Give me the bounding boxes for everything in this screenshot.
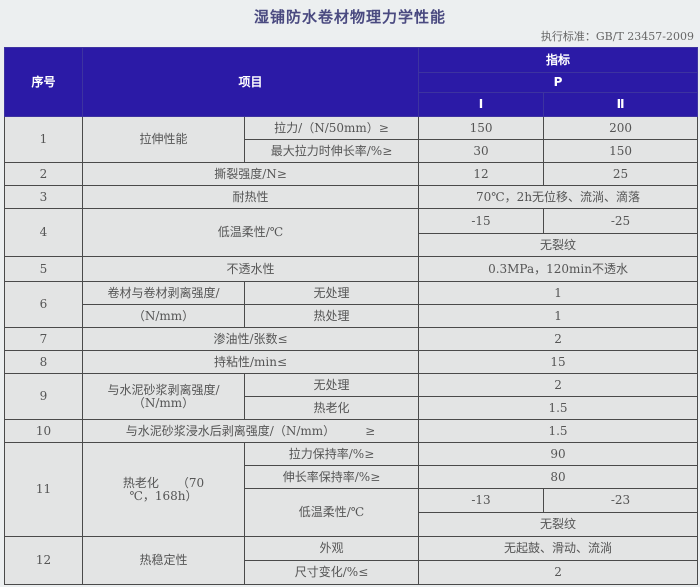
table-row: 尺寸变化/%≤ 2 [5, 560, 699, 585]
table-row: 无裂纹 [5, 233, 699, 257]
table-row: 低温柔性/℃ -13 -23 [5, 488, 699, 537]
value: 1.5 [418, 396, 699, 420]
value-ii: 150 [543, 139, 699, 163]
value-ii: -23 [543, 488, 699, 513]
row-item: 渗油性/张数≤ [81, 327, 420, 351]
row-sub: 最大拉力时伸长率/%≥ [243, 139, 420, 163]
value: 无起鼓、滑动、流淌 [418, 536, 699, 561]
table-row: 12 热稳定性 外观 无起鼓、滑动、流淌 [4, 536, 699, 585]
table-row: 4 低温柔性/℃ -15 -25 [4, 208, 699, 257]
row-no: 9 [4, 373, 83, 420]
row-no: 8 [4, 350, 83, 374]
row-no: 10 [4, 419, 83, 443]
row-no: 6 [4, 281, 83, 328]
table-row: 8 持粘性/min≤ 15 [4, 350, 699, 374]
value-ii: -25 [543, 208, 699, 234]
row-no: 11 [4, 442, 83, 537]
value: 90 [418, 442, 699, 466]
table-row: 11 热老化 （70 ℃，168h） 拉力保持率/%≥ 90 [4, 442, 699, 537]
row-sub: 拉力保持率/%≥ [243, 442, 420, 466]
header-no: 序号 [4, 47, 83, 117]
row-sub: 外观 [243, 536, 420, 561]
value: 2 [418, 327, 699, 351]
row-item: 撕裂强度/N≥ [81, 162, 420, 186]
table-row: 3 耐热性 70℃，2h无位移、流淌、滴落 [4, 185, 699, 209]
table-row: （N/mm） 热处理 1 [5, 304, 699, 328]
value-ii: 200 [543, 116, 699, 140]
row-no: 7 [4, 327, 83, 351]
row-no: 5 [4, 256, 83, 282]
table-row: 5 不透水性 0.3MPa，120min不透水 [4, 256, 699, 282]
row-item-text: 与水泥砂浆剥离强度/ [107, 382, 220, 397]
row-item: 卷材与卷材剥离强度/ [82, 281, 245, 305]
table-row: 9 与水泥砂浆剥离强度/（N/mm） 无处理 2 [4, 373, 699, 420]
row-item: 与水泥砂浆浸水后剥离强度/（N/mm） ≥ [81, 419, 420, 443]
table-row: 6 卷材与卷材剥离强度/无处理 1 [4, 281, 699, 328]
page-title: 湿铺防水卷材物理力学性能 [253, 8, 446, 26]
value: 80 [418, 465, 699, 489]
value: 1.5 [418, 419, 699, 443]
table-row: 10 与水泥砂浆浸水后剥离强度/（N/mm） ≥1.5 [4, 419, 699, 443]
value: 1 [418, 304, 699, 328]
header-p: P [418, 72, 699, 93]
table-row: 最大拉力时伸长率/%≥ 30 150 [5, 139, 699, 163]
row-item-condition: ℃，168h） [129, 488, 198, 503]
row-sub: 伸长率保持率/%≥ [243, 465, 420, 489]
value: 无裂纹 [418, 233, 699, 257]
value: 15 [418, 350, 699, 374]
row-sub: 无处理 [243, 281, 420, 305]
row-item-unit: （N/mm） [82, 304, 245, 328]
header-item: 项目 [81, 47, 420, 117]
header-ii: Ⅱ [543, 92, 699, 117]
value-i: 150 [418, 116, 545, 140]
header-index: 指标 [418, 47, 699, 73]
row-item: 热老化 （70 ℃，168h） [82, 442, 245, 537]
row-sub: 低温柔性/℃ [243, 488, 420, 537]
header-i: Ⅰ [418, 92, 545, 117]
table-row: 1 拉伸性能 拉力/（N/50mm）≥ 150 200 [4, 116, 699, 163]
row-item: 持粘性/min≤ [81, 350, 420, 374]
value: 0.3MPa，120min不透水 [418, 256, 699, 282]
row-no: 2 [4, 162, 83, 186]
row-item: 低温柔性/℃ [81, 208, 420, 257]
row-sub: 尺寸变化/%≤ [243, 560, 420, 585]
row-sub: 热老化 [243, 396, 420, 420]
row-item-text: 热老化 （70 [122, 475, 205, 490]
table-row: 无裂纹 [5, 512, 699, 537]
table-row: 2 撕裂强度/N≥ 12 25 [4, 162, 699, 186]
row-sub: 拉力/（N/50mm）≥ [243, 116, 420, 140]
value: 2 [418, 560, 699, 585]
standard-note: 执行标准：GB/T 23457-2009 [540, 30, 694, 43]
row-item: 耐热性 [81, 185, 420, 209]
value: 2 [418, 373, 699, 397]
row-no: 4 [4, 208, 83, 257]
row-sub: 无处理 [243, 373, 420, 397]
row-no: 1 [4, 116, 83, 163]
row-item: 拉伸性能 [82, 116, 245, 163]
table-row: 伸长率保持率/%≥ 80 [5, 465, 699, 489]
value-ii: 25 [543, 162, 699, 186]
row-item: 与水泥砂浆剥离强度/（N/mm） [82, 373, 245, 420]
row-sub: 热处理 [243, 304, 420, 328]
value: 无裂纹 [418, 512, 699, 537]
value-i: 30 [418, 139, 545, 163]
row-no: 3 [4, 185, 83, 209]
value-i: -13 [418, 488, 545, 513]
value: 70℃，2h无位移、流淌、滴落 [418, 185, 699, 209]
row-no: 12 [4, 536, 83, 585]
table-row: 7 渗油性/张数≤ 2 [4, 327, 699, 351]
value-i: -15 [418, 208, 545, 234]
value: 1 [418, 281, 699, 305]
row-item: 不透水性 [81, 256, 420, 282]
value-i: 12 [418, 162, 545, 186]
row-item: 热稳定性 [82, 536, 245, 585]
row-item-unit: （N/mm） [132, 395, 195, 410]
